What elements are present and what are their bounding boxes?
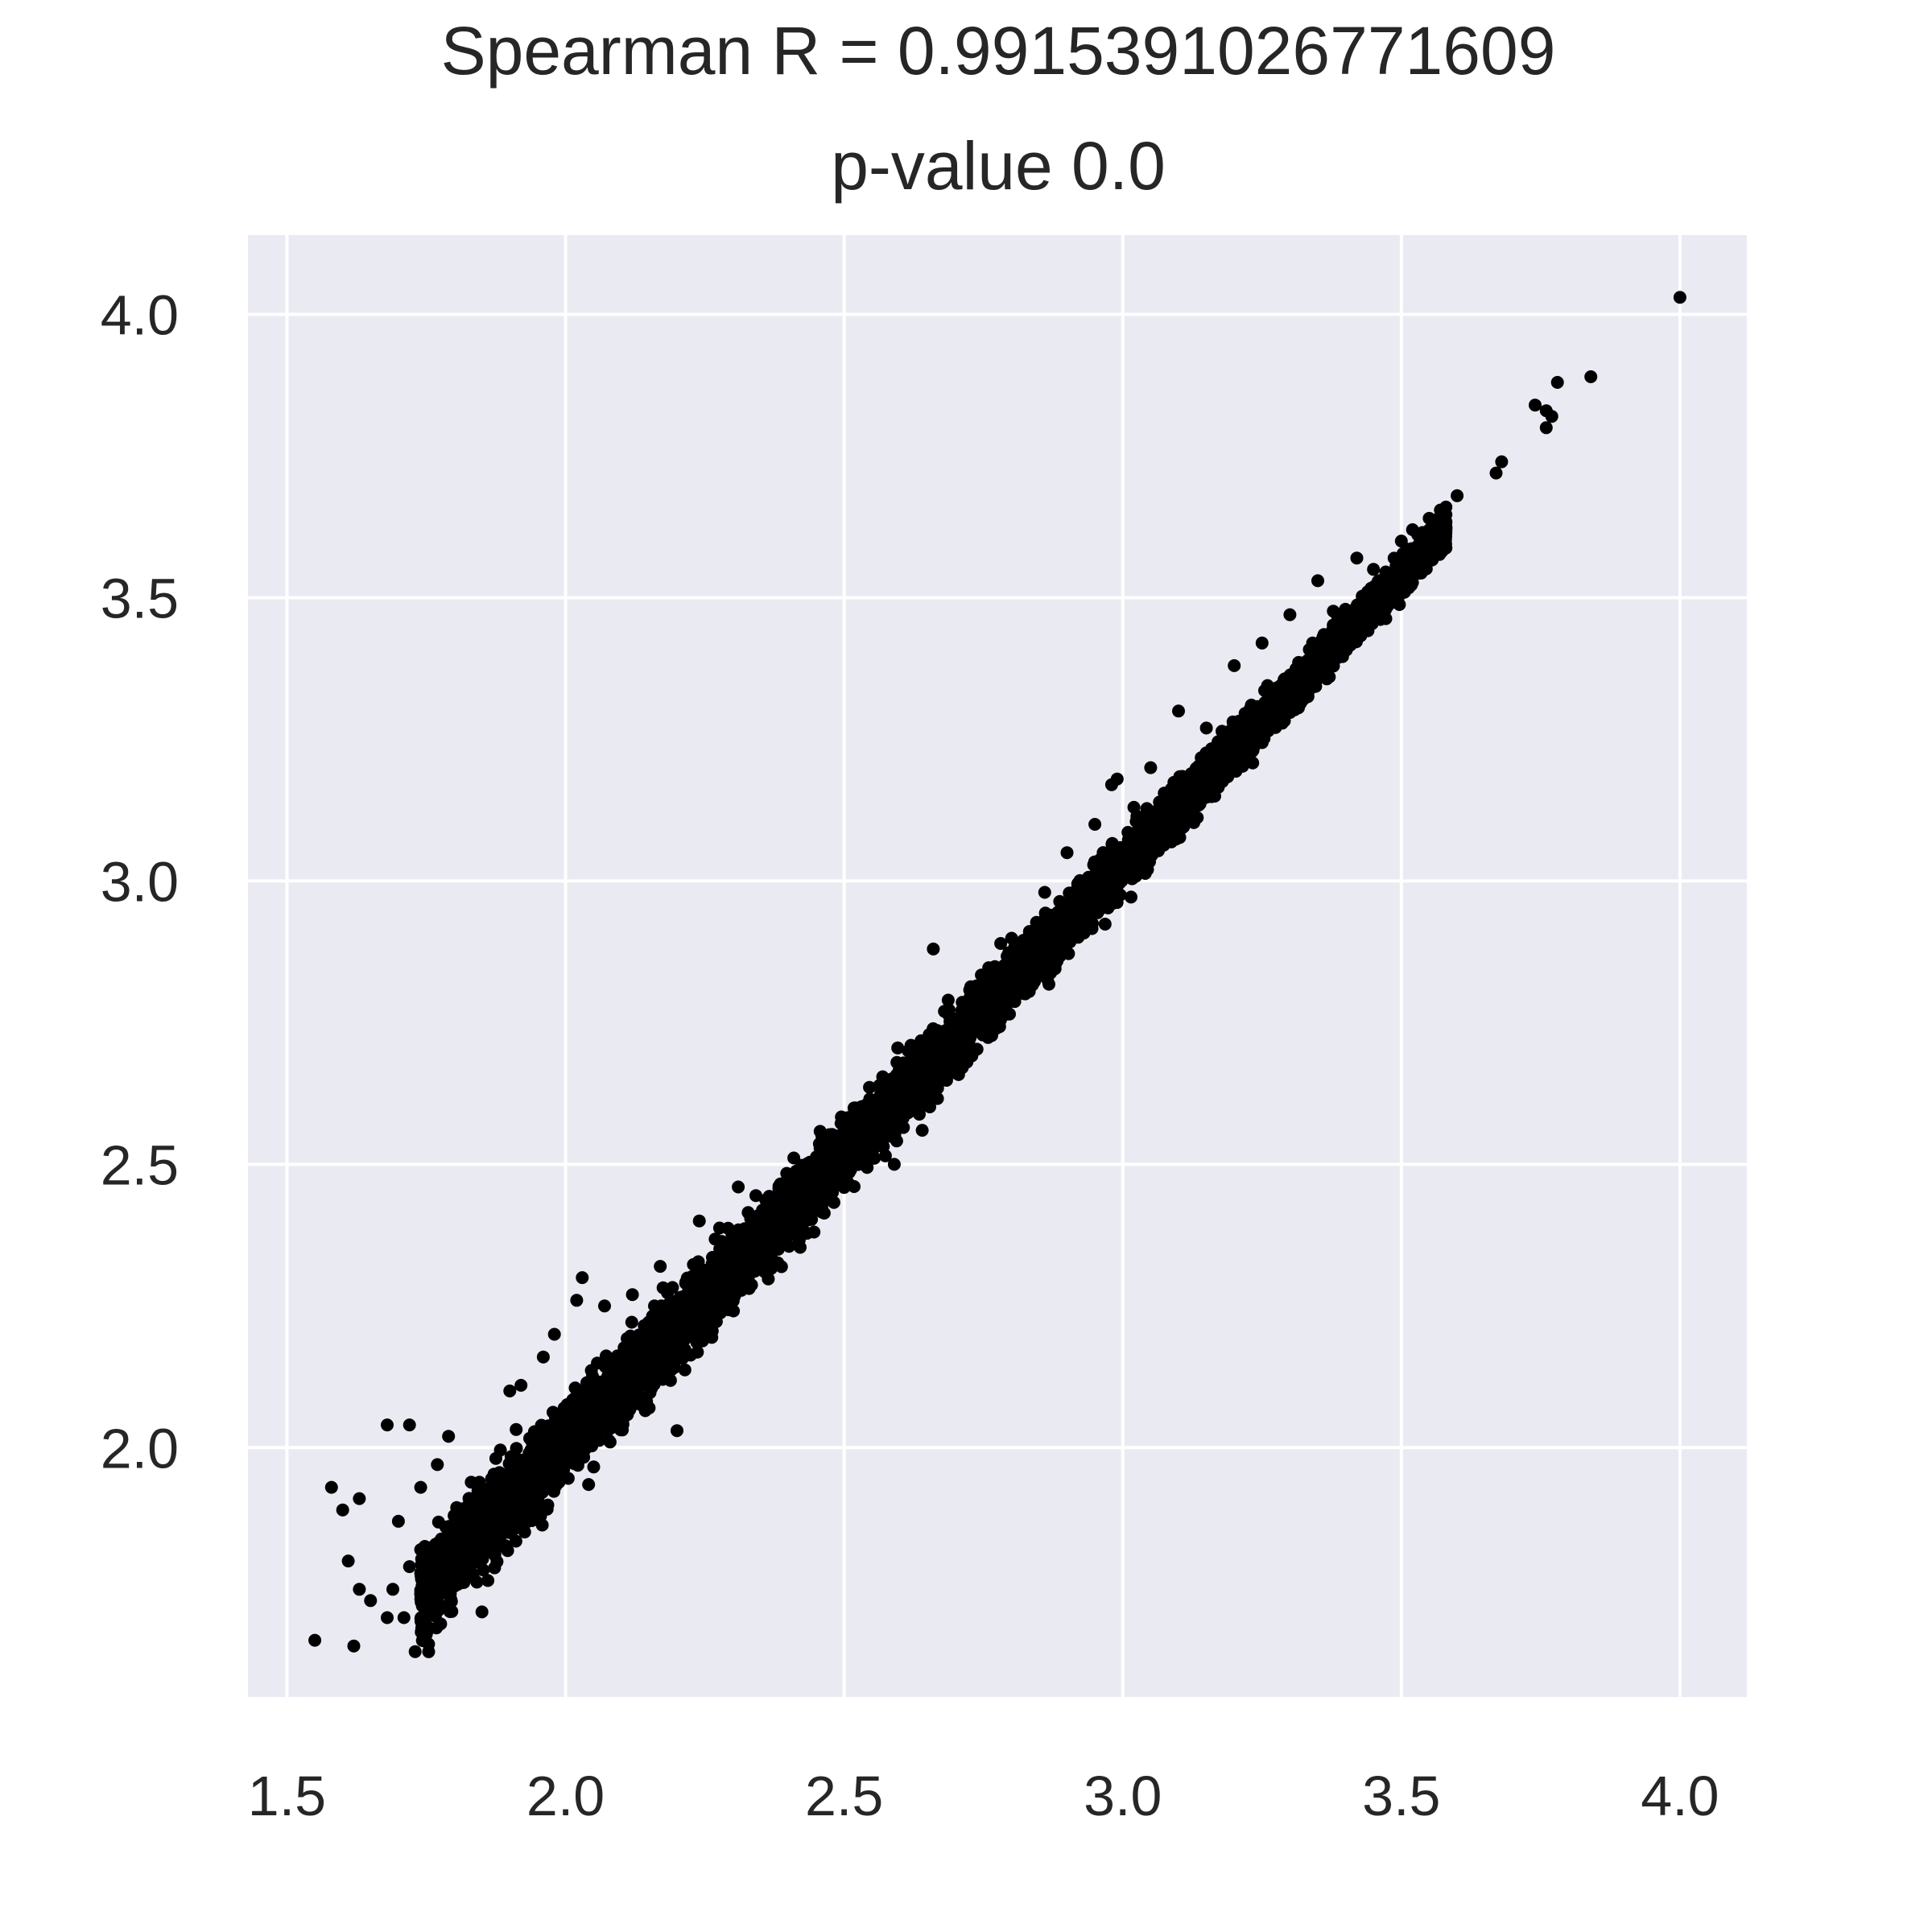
scatter-point [1030,915,1043,929]
scatter-point [549,1479,563,1492]
scatter-point [787,1151,801,1165]
scatter-point [582,1478,596,1492]
scatter-point [464,1476,478,1489]
scatter-point [1191,811,1204,824]
scatter-point [691,1345,704,1359]
scatter-point [1216,724,1228,738]
scatter-point [656,1281,670,1294]
scatter-point [850,1101,864,1115]
scatter-point [1153,795,1166,809]
scatter-point [863,1080,877,1094]
scatter-point [489,1451,502,1465]
scatter-point [993,1020,1006,1034]
scatter-point [878,1149,892,1162]
scatter-point [1026,976,1039,989]
scatter-point [708,1232,722,1246]
scatter-point [541,1498,555,1512]
scatter-point [907,1051,921,1064]
grid-lines [248,235,1747,1697]
scatter-point [678,1363,691,1377]
scatter-point [477,1563,490,1577]
scatter-point [488,1561,502,1575]
scatter-point [891,1041,905,1055]
chart-subtitle: p-value 0.0 [831,128,1166,204]
scatter-point [870,1111,884,1125]
scatter-point [1246,756,1260,770]
scatter-point [994,937,1008,950]
scatter-point [625,1315,638,1329]
scatter-point [864,1098,877,1112]
scatter-point [443,1605,456,1618]
scatter-point [510,1422,523,1436]
scatter-point [587,1460,601,1474]
scatter-points [308,291,1686,1658]
scatter-point [848,1180,861,1193]
scatter-point [422,1645,436,1658]
scatter-point [616,1423,630,1437]
scatter-point [931,1092,944,1105]
scatter-point [749,1189,762,1203]
scatter-point [774,1260,788,1274]
scatter-point [481,1574,495,1587]
scatter-point [1125,890,1137,904]
scatter-point [586,1369,599,1383]
scatter-point [759,1193,773,1207]
scatter-point [807,1225,821,1239]
chart-title: Spearman R = 0.9915391026771609 [441,13,1556,89]
scatter-point [941,993,955,1007]
